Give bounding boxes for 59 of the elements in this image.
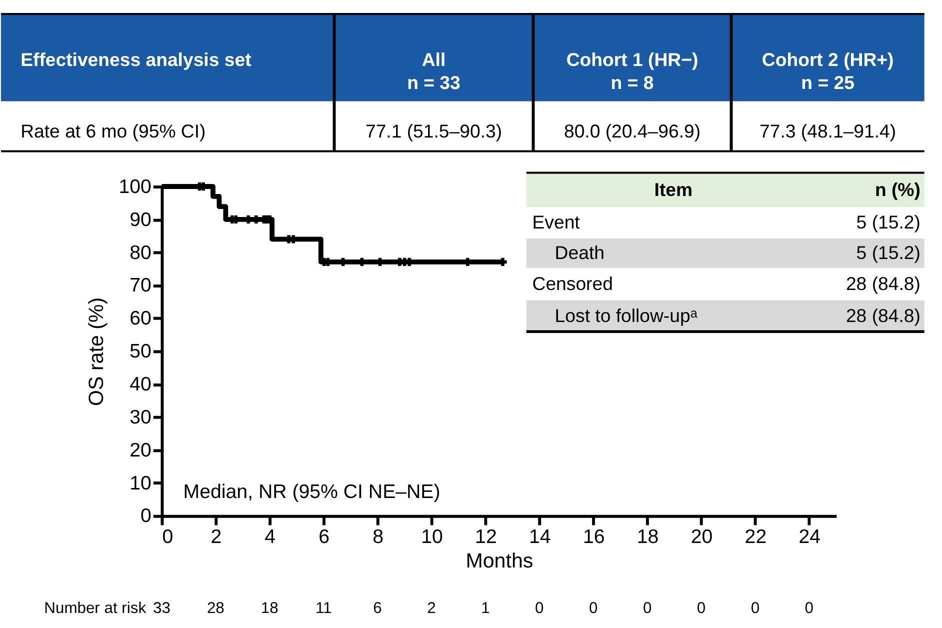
text: 0 xyxy=(804,600,814,617)
y-axis-title: OS rate (%) xyxy=(85,297,108,406)
text: 6 xyxy=(373,600,382,617)
x-tick-label: 20 xyxy=(690,526,713,548)
annotation: Median, NR (95% CI NE–NE) xyxy=(183,481,440,504)
annotation: Lost to follow-upᵃ xyxy=(554,304,698,326)
annotation: Censored xyxy=(532,272,613,294)
x-tick-label: 16 xyxy=(582,526,605,548)
y-tick-label: 40 xyxy=(130,373,152,396)
text: 80.0 (20.4–96.9) xyxy=(564,120,701,142)
y-tick-label: 20 xyxy=(130,439,152,462)
text: Number at risk xyxy=(44,600,146,617)
y-tick-label: 90 xyxy=(130,208,152,231)
x-tick-label: 2 xyxy=(210,526,222,548)
y-tick-label: 80 xyxy=(130,242,152,264)
text: 1 xyxy=(481,600,490,617)
x-tick-label: 0 xyxy=(162,526,174,548)
text: 2 xyxy=(427,600,436,617)
text: 77.3 (48.1–91.4) xyxy=(760,120,896,142)
text: n (%) xyxy=(874,178,920,200)
x-tick-label: 22 xyxy=(744,526,767,548)
text: 0 xyxy=(696,600,706,617)
text: Cohort 1 (HR−) n = 8 xyxy=(566,48,698,94)
x-tick-label: 12 xyxy=(475,526,497,548)
y-tick-label: 0 xyxy=(140,505,152,528)
x-tick-label: 4 xyxy=(264,526,276,548)
text: 0 xyxy=(642,600,652,617)
y-tick-label: 50 xyxy=(130,340,152,363)
text: Rate at 6 mo (95% CI) xyxy=(20,120,206,142)
y-tick-label: 70 xyxy=(130,274,152,297)
x-tick-label: 18 xyxy=(636,526,659,548)
text: All n = 33 xyxy=(407,48,460,94)
annotation: Item xyxy=(654,178,693,200)
text: 33 xyxy=(153,600,171,617)
y-tick-label: 100 xyxy=(118,176,152,198)
x-tick-label: 10 xyxy=(421,526,443,548)
annotation: Death xyxy=(554,242,604,264)
text: 77.1 (51.5–90.3) xyxy=(365,120,502,142)
text: 5 (15.2) xyxy=(856,212,920,233)
text: 28 xyxy=(206,600,225,617)
text: 28 (84.8) xyxy=(846,272,920,294)
y-tick-label: 30 xyxy=(130,406,152,428)
text: 5 (15.2) xyxy=(856,242,920,264)
text: 0 xyxy=(750,600,760,617)
text: 11 xyxy=(315,600,332,617)
x-tick-label: 14 xyxy=(528,526,551,548)
y-tick-label: 10 xyxy=(130,472,152,494)
x-axis-title: Months xyxy=(466,549,534,572)
annotation: Event xyxy=(532,212,581,233)
x-tick-label: 24 xyxy=(798,526,821,548)
text: 0 xyxy=(535,600,544,617)
text: Effectiveness analysis set xyxy=(20,48,252,70)
y-tick-label: 60 xyxy=(130,308,152,330)
x-tick-label: 8 xyxy=(372,526,384,548)
text: Cohort 2 (HR+) n = 25 xyxy=(762,48,894,94)
text: 28 (84.8) xyxy=(846,304,920,326)
text: 18 xyxy=(260,600,279,617)
text: 0 xyxy=(588,600,598,617)
x-tick-label: 6 xyxy=(318,526,330,548)
